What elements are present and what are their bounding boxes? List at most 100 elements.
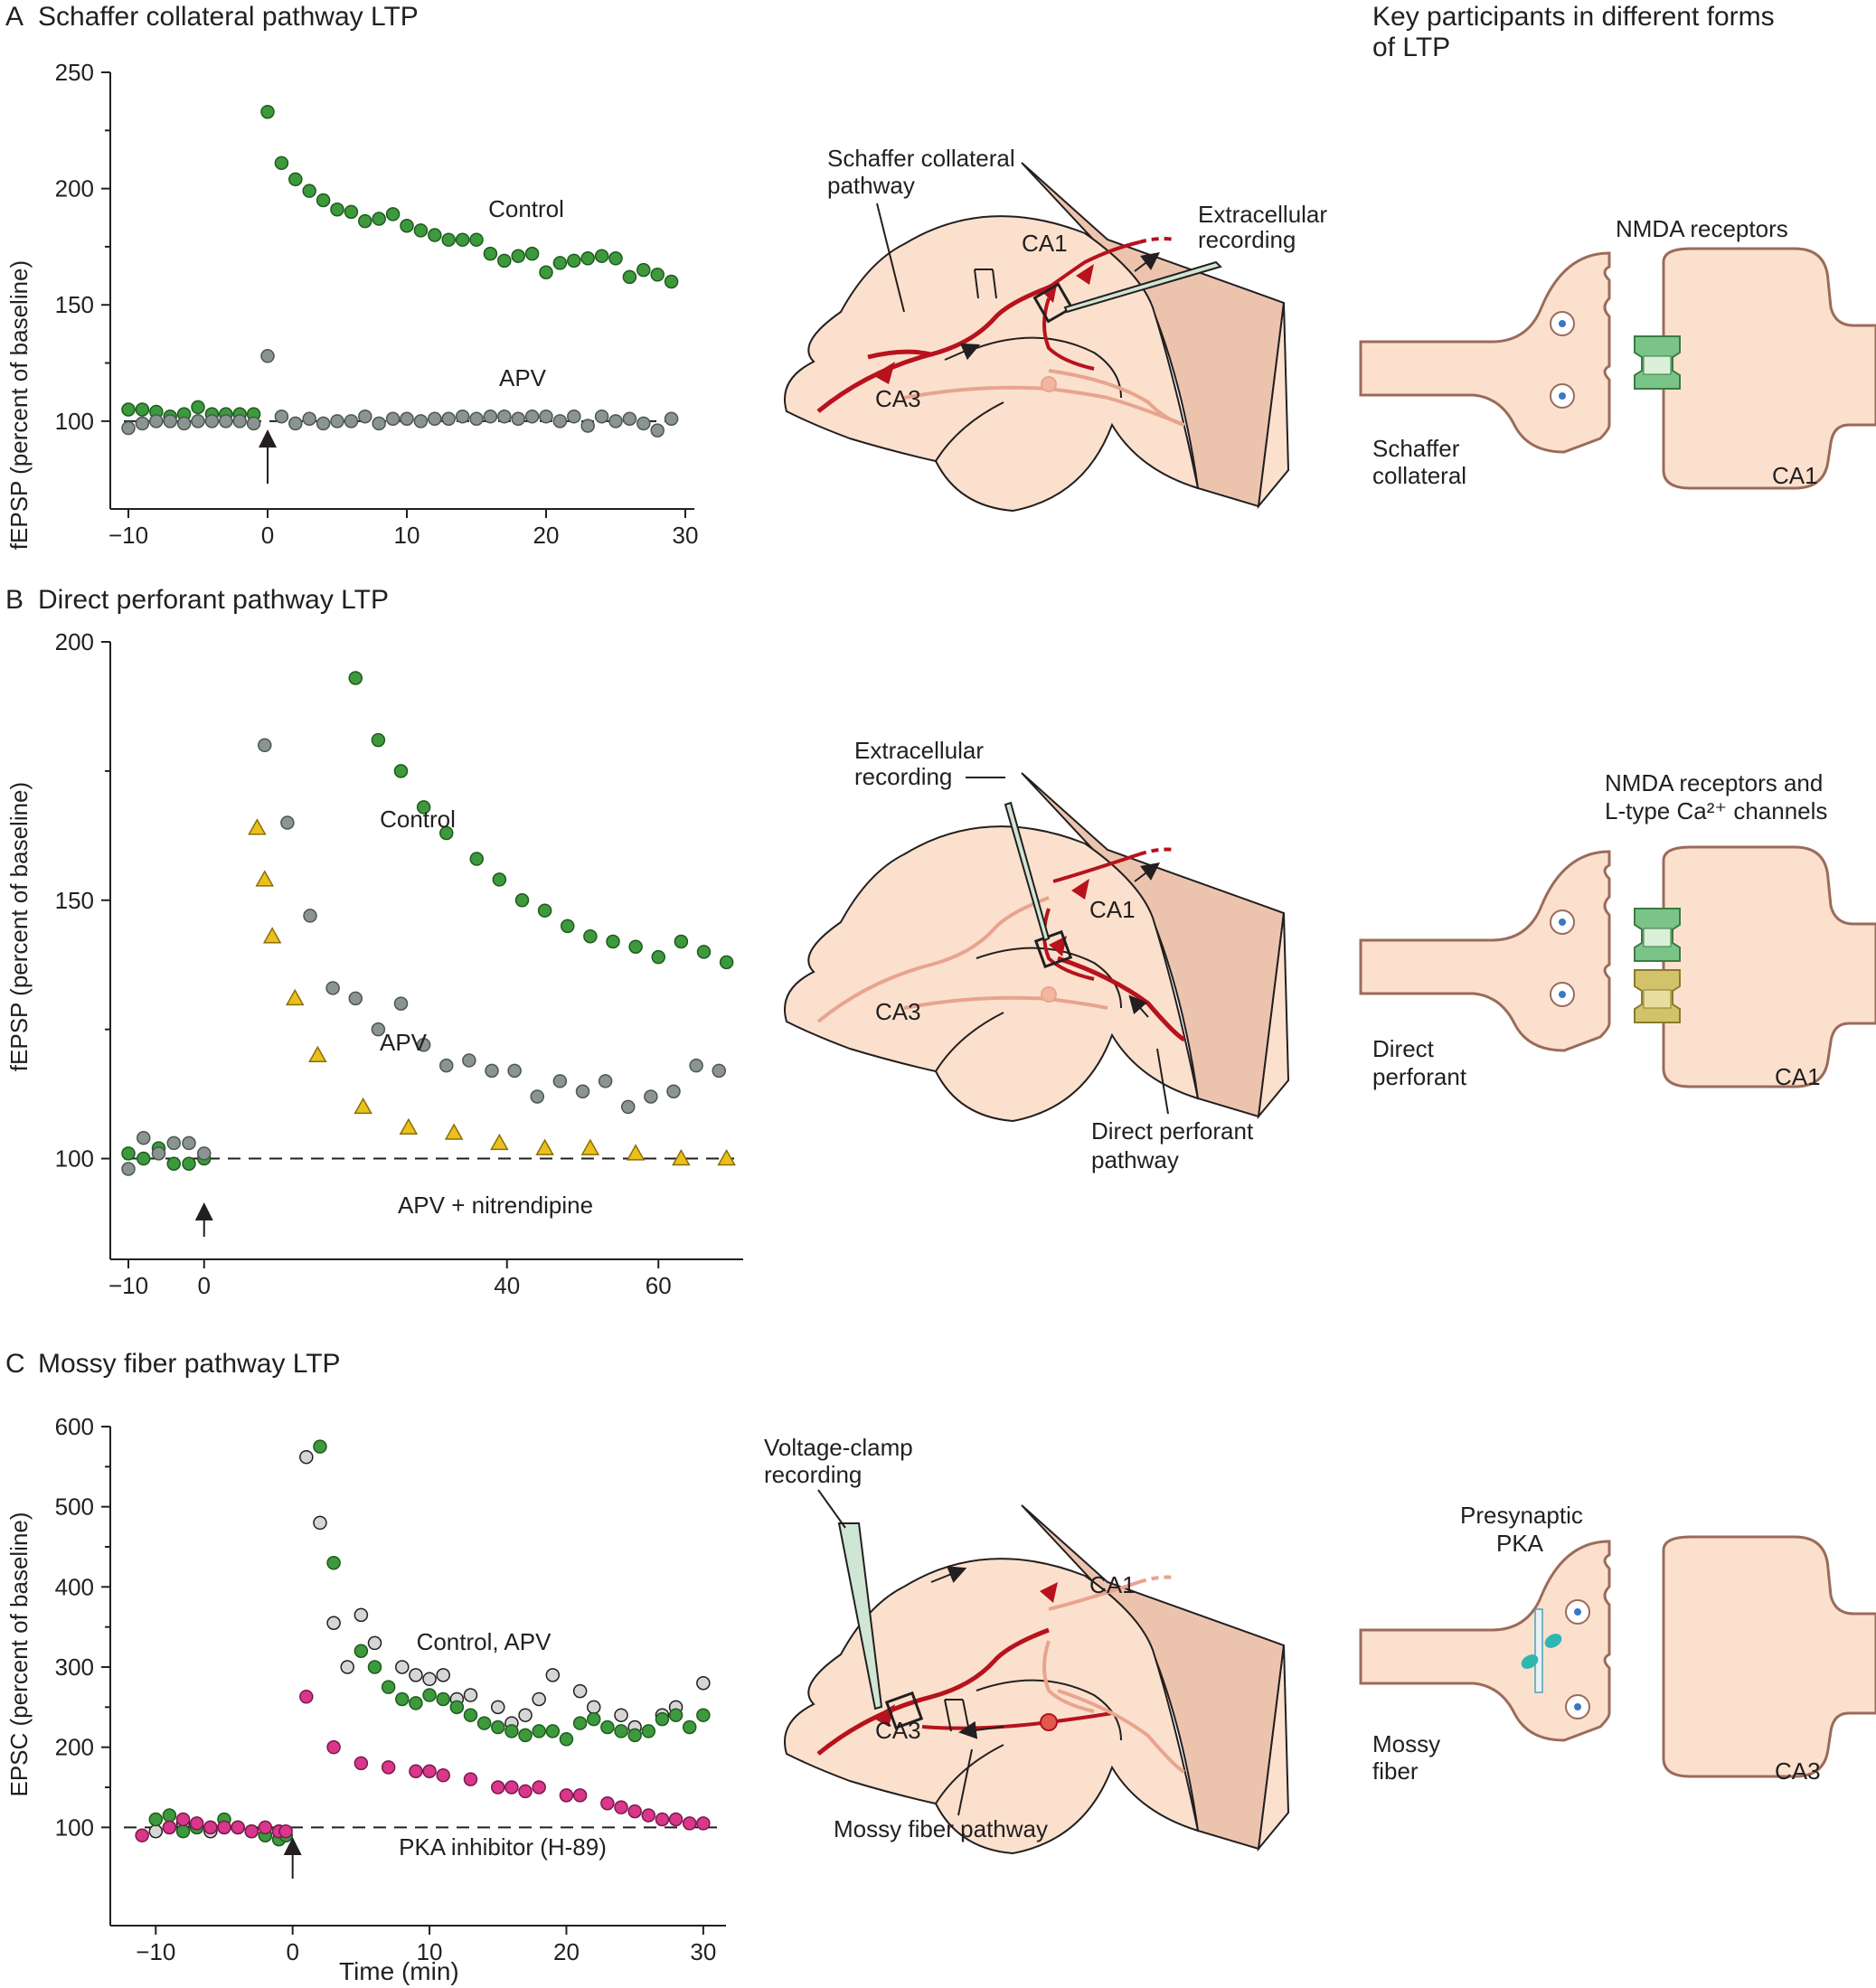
data-point [148,1812,164,1827]
synapse-a-pre-label-1: Schaffer [1372,435,1460,462]
panel-c: C Mossy fiber pathway LTP EPSC (percent … [5,1349,1876,1985]
data-point [504,1724,519,1738]
synapse-a-pre-label-2: collateral [1372,462,1466,489]
data-point [622,411,637,427]
data-point [354,1097,372,1115]
data-point [313,1439,327,1454]
data-point [436,1668,450,1682]
data-point [717,1149,736,1166]
y-tick-label: 100 [55,1814,94,1841]
diagram-a-pathway-label-2: pathway [827,172,915,199]
data-point [308,1045,327,1062]
synapse-b-pre-label-1: Direct [1372,1035,1435,1062]
synapse-c-header-2: PKA [1496,1530,1544,1557]
data-point [511,411,525,427]
data-point [594,249,609,263]
data-point [175,1824,191,1839]
nmda-receptor-b [1634,908,1681,962]
data-point [463,1772,478,1786]
data-point [175,1812,191,1827]
data-point [121,1162,136,1176]
data-point [628,939,643,954]
y-tick-label: 150 [55,291,94,318]
data-point [608,414,623,429]
data-point [244,1824,259,1839]
diagram-b-recording-label-2: recording [854,763,952,790]
data-point [299,1690,314,1704]
data-point [567,253,581,269]
data-point [552,256,568,270]
data-point [491,1719,505,1735]
diagram-c-pathway-label: Mossy fiber pathway [834,1815,1048,1842]
data-point [492,872,507,887]
data-point [162,1808,177,1823]
data-point [559,1788,574,1803]
data-point [413,414,429,429]
data-point [416,1038,431,1052]
data-point [274,155,289,171]
data-point [344,414,359,429]
data-point [567,409,581,424]
chart-a: 100 150 200 250 −10 0 10 20 30 Control APV [55,59,699,549]
svg-text:of LTP: of LTP [1372,33,1450,62]
data-point [469,411,484,427]
diagram-a-recording-label-2: recording [1198,226,1296,253]
data-point [682,1719,697,1735]
data-point [572,1788,588,1803]
panel-b: B Direct perforant pathway LTP fEPSP (pe… [5,585,1876,1299]
data-point [182,1135,196,1151]
data-point [650,423,665,438]
x-tick-label: 10 [394,522,420,549]
data-point [524,409,540,424]
data-point [326,1555,341,1570]
data-point [539,409,553,424]
data-point [655,1711,670,1727]
data-point [626,1144,646,1161]
data-point [719,955,734,970]
chart-b: 100 150 200 −10 0 40 60 Control APV APV + nitrend… [55,628,743,1299]
data-point [575,1084,590,1098]
y-tick-label: 600 [55,1413,94,1440]
data-point [151,1146,166,1161]
data-point [428,411,442,427]
data-point [121,402,136,417]
data-point [340,1660,354,1674]
diagram-b-pathway-label-1: Direct perforant [1091,1117,1254,1145]
y-tick-label: 100 [55,408,94,435]
data-point [462,1053,476,1068]
data-point [176,416,192,431]
data-point [586,1700,601,1715]
synapse-c-pre-label-1: Mossy [1372,1730,1440,1757]
data-point [561,919,575,934]
x-tick-label: 60 [646,1272,672,1299]
data-point [439,825,454,841]
hippocampus-shape [784,162,1290,513]
data-point [627,1728,642,1743]
brain-diagram-b: Extracellular recording CA1 CA3 Direct p… [784,737,1290,1173]
data-point [455,232,470,247]
data-point [137,1151,151,1166]
synapse-c-header-1: Presynaptic [1460,1502,1583,1529]
data-point [600,1719,615,1735]
series-label: PKA inhibitor (H-89) [399,1833,607,1861]
data-point [664,274,679,289]
diagram-a-ca3-label: CA3 [875,385,921,412]
data-point [166,1156,181,1172]
data-point [463,1708,478,1722]
diagram-a-recording-label-1: Extracellular [1198,201,1327,228]
data-point [422,1764,437,1779]
data-point [288,416,303,431]
data-point [614,1708,628,1722]
data-point [530,1089,544,1104]
data-point [622,269,637,285]
data-point [606,934,620,949]
data-point [148,1824,164,1839]
data-point [163,414,177,429]
data-point [441,232,456,247]
x-tick-label: −10 [136,1938,175,1965]
y-tick-label: 150 [55,887,94,914]
data-point [674,934,689,949]
l-type-ca-channel-b [1634,969,1681,1023]
x-tick-label: 30 [690,1938,716,1965]
data-point [354,1607,369,1623]
